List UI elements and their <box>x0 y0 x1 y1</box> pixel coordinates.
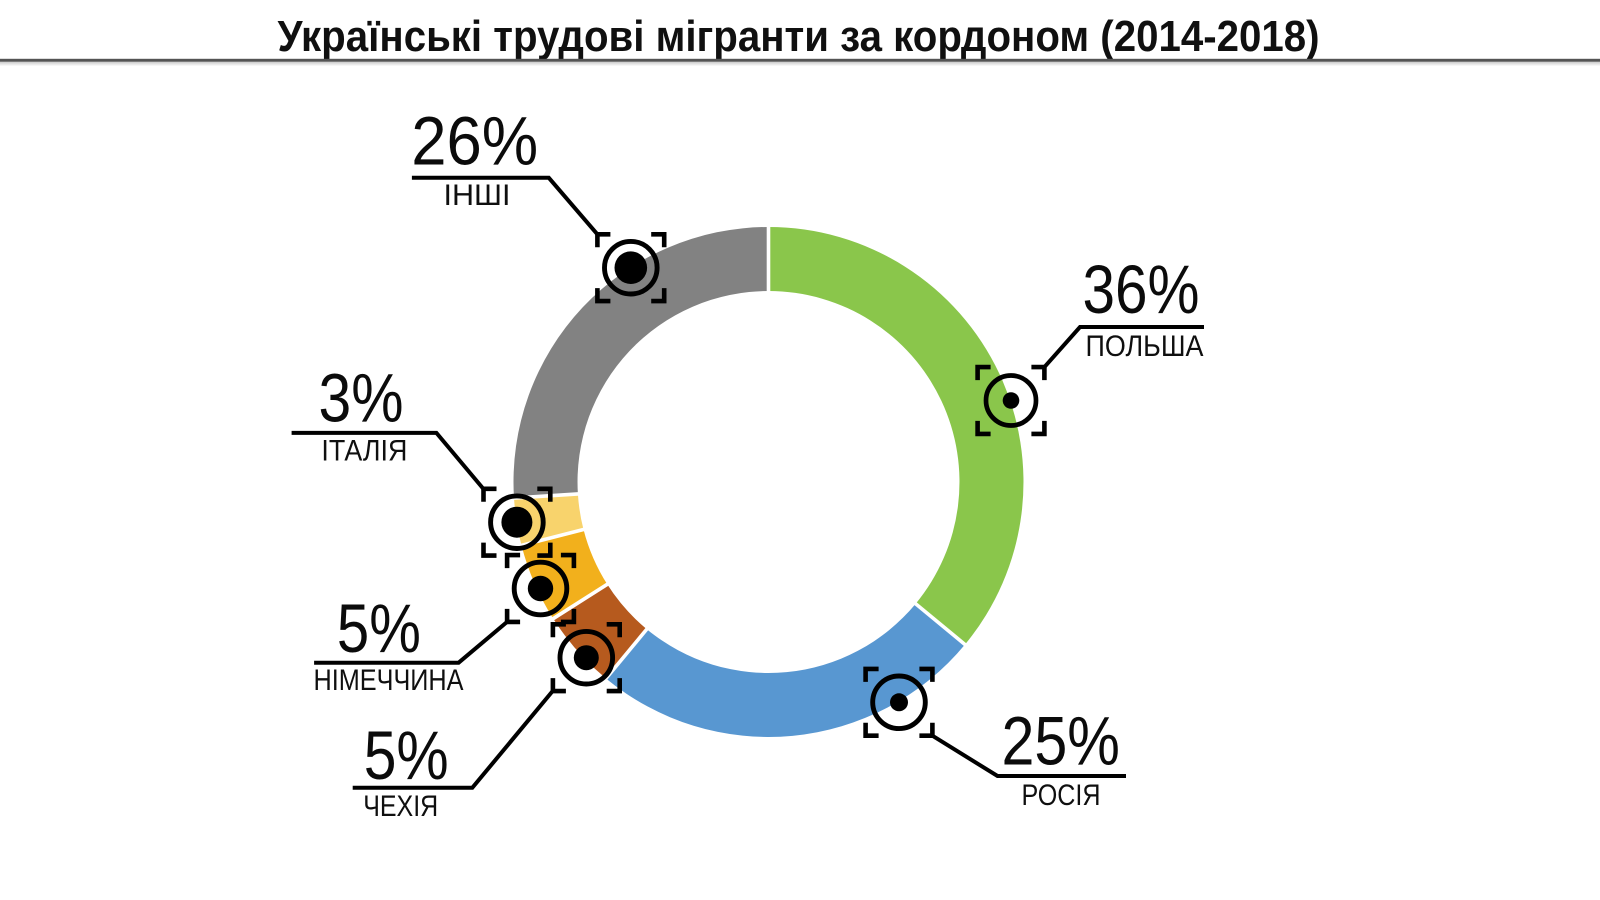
svg-text:36%: 36% <box>1083 251 1200 328</box>
svg-text:5%: 5% <box>337 590 421 667</box>
svg-text:НІМЕЧЧИНА: НІМЕЧЧИНА <box>314 664 464 697</box>
svg-text:26%: 26% <box>411 103 538 180</box>
svg-text:Українські трудові мігранти за: Українські трудові мігранти за кордоном … <box>278 13 1320 61</box>
svg-text:ЧЕХІЯ: ЧЕХІЯ <box>363 790 438 823</box>
svg-text:РОСІЯ: РОСІЯ <box>1022 779 1101 812</box>
svg-text:25%: 25% <box>1001 703 1120 780</box>
svg-text:ІТАЛІЯ: ІТАЛІЯ <box>321 434 407 467</box>
svg-text:ІНШІ: ІНШІ <box>444 179 511 212</box>
svg-text:5%: 5% <box>364 717 449 794</box>
svg-text:ПОЛЬША: ПОЛЬША <box>1086 330 1204 363</box>
svg-text:3%: 3% <box>319 359 404 436</box>
